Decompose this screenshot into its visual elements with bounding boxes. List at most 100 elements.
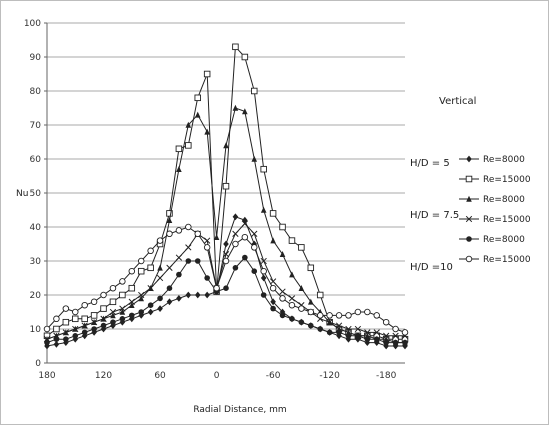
data-point-s2-10 xyxy=(137,267,145,275)
legend-marker-1 xyxy=(466,155,472,163)
data-point-s2-19 xyxy=(222,182,230,190)
data-point-s4-17 xyxy=(204,237,211,244)
data-point-s5-29 xyxy=(317,326,324,332)
data-point-s2-27 xyxy=(298,244,305,251)
data-point-s6-10 xyxy=(137,257,145,265)
data-point-s3-14 xyxy=(176,166,182,172)
data-point-s5-35 xyxy=(373,336,380,343)
data-point-s3-24 xyxy=(270,237,276,244)
data-point-s4-9 xyxy=(128,298,135,305)
data-point-s5-19 xyxy=(223,285,229,292)
data-point-s2-9 xyxy=(128,284,136,292)
data-point-s2-28 xyxy=(307,264,315,272)
legend-item-5: Re=8000 xyxy=(459,235,525,245)
data-point-s6-17 xyxy=(203,244,211,251)
legend-marker-6 xyxy=(465,255,473,263)
data-point-s5-30 xyxy=(326,329,333,336)
data-point-s6-28 xyxy=(307,308,315,316)
x-tick-label-0: 0 xyxy=(214,371,220,381)
data-point-s1-17 xyxy=(204,291,210,299)
data-point-s1-13 xyxy=(166,298,173,306)
data-point-s6-1 xyxy=(53,315,60,323)
data-point-s5-8 xyxy=(119,316,126,322)
data-point-s6-19 xyxy=(222,257,230,265)
legend-item-1: Re=8000 xyxy=(459,155,525,165)
group-label-hd10: H/D =10 xyxy=(410,262,453,273)
x-axis-title: Radial Distance, mm xyxy=(193,405,286,415)
legend-label-3: Re=8000 xyxy=(483,195,525,205)
data-point-s4-12 xyxy=(156,274,164,282)
data-point-s4-2 xyxy=(62,329,69,336)
data-point-s6-21 xyxy=(241,233,249,241)
legend-marker-3 xyxy=(466,195,472,202)
legend-label-2: Re=15000 xyxy=(483,175,531,185)
data-point-s3-17 xyxy=(204,128,210,135)
legend-marker-5 xyxy=(466,236,472,242)
data-point-s6-18 xyxy=(213,284,220,292)
y-tick-label-40: 40 xyxy=(30,223,42,233)
data-point-s5-15 xyxy=(185,258,192,264)
data-point-s5-25 xyxy=(279,312,286,319)
data-point-s2-6 xyxy=(100,305,107,312)
data-point-s2-16 xyxy=(194,94,201,102)
legend-label-4: Re=15000 xyxy=(483,215,531,225)
x-tick-label-m120: -120 xyxy=(319,371,340,381)
data-point-s6-5 xyxy=(90,298,98,306)
data-point-s2-26 xyxy=(288,237,296,244)
data-point-s4-26 xyxy=(288,295,296,302)
y-axis-title: Nu xyxy=(16,189,28,199)
data-point-s5-24 xyxy=(270,305,276,312)
y-tick-label-70: 70 xyxy=(30,121,42,131)
data-point-s6-8 xyxy=(119,278,126,285)
data-point-s3-12 xyxy=(157,264,163,271)
data-point-s2-17 xyxy=(203,70,211,78)
data-point-s3-22 xyxy=(251,155,258,162)
legend-item-4: Re=15000 xyxy=(459,215,531,225)
data-point-s5-37 xyxy=(392,339,399,346)
data-point-s6-26 xyxy=(288,301,296,309)
data-point-s3-19 xyxy=(223,142,229,149)
data-point-s4-13 xyxy=(166,264,173,271)
data-point-s1-37 xyxy=(392,342,399,350)
data-point-s2-13 xyxy=(166,210,173,217)
data-point-s6-9 xyxy=(128,267,136,275)
series-5 xyxy=(44,254,408,346)
data-point-s6-15 xyxy=(185,223,192,231)
legend-label-1: Re=8000 xyxy=(483,155,525,165)
data-point-s4-33 xyxy=(354,325,362,333)
data-point-s5-0 xyxy=(44,339,50,346)
data-point-s6-23 xyxy=(260,267,267,275)
data-point-s5-2 xyxy=(63,336,69,343)
data-point-s6-12 xyxy=(156,237,164,244)
data-point-s6-25 xyxy=(279,295,286,302)
data-point-s4-19 xyxy=(222,251,230,258)
data-point-s4-8 xyxy=(119,305,126,312)
data-point-s2-22 xyxy=(251,87,258,95)
data-point-s5-4 xyxy=(81,329,88,336)
data-point-s6-36 xyxy=(382,318,390,326)
data-point-s1-14 xyxy=(176,295,182,302)
data-point-s4-25 xyxy=(279,288,286,295)
data-point-s2-23 xyxy=(260,165,267,173)
x-tick-label-m60: -60 xyxy=(266,371,281,381)
data-point-s1-19 xyxy=(223,240,229,248)
data-point-s5-11 xyxy=(147,302,154,309)
data-point-s6-7 xyxy=(109,284,117,292)
data-point-s5-38 xyxy=(402,339,408,346)
data-point-s1-38 xyxy=(402,342,408,350)
data-point-s3-23 xyxy=(260,206,267,213)
data-point-s4-35 xyxy=(373,329,380,336)
data-point-s6-20 xyxy=(232,240,239,248)
data-point-s5-7 xyxy=(110,319,116,326)
data-point-s4-37 xyxy=(392,332,399,339)
data-point-s6-30 xyxy=(326,312,333,319)
data-point-s6-2 xyxy=(62,305,70,312)
data-point-s4-5 xyxy=(90,319,98,326)
y-tick-label-100: 100 xyxy=(24,19,41,29)
legend-item-6: Re=15000 xyxy=(459,255,531,265)
data-point-s4-36 xyxy=(383,332,390,339)
data-point-s4-15 xyxy=(185,244,192,251)
data-point-s6-27 xyxy=(298,305,305,312)
data-point-s2-4 xyxy=(81,315,88,323)
data-point-s6-35 xyxy=(373,312,380,319)
